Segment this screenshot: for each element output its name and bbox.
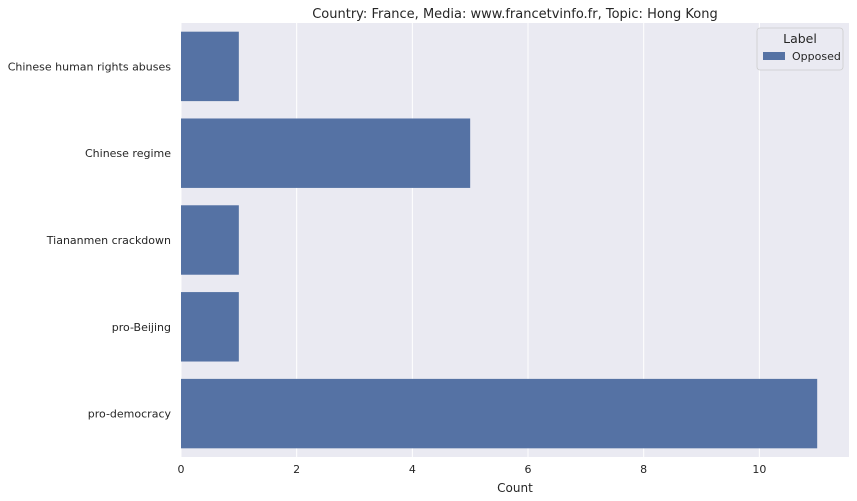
legend-title: Label: [783, 31, 817, 46]
bar: [181, 292, 239, 362]
y-tick-label: Tiananmen crackdown: [46, 234, 171, 247]
legend: Label Opposed: [756, 27, 844, 71]
y-tick-labels: Chinese human rights abuses Chinese regim…: [8, 60, 172, 420]
bar: [181, 31, 239, 102]
chart-title: Country: France, Media: www.francetvinfo…: [312, 7, 718, 22]
y-tick-label: Chinese regime: [85, 147, 171, 160]
y-tick-label: pro-Beijing: [112, 321, 171, 334]
y-tick-label: pro-democracy: [88, 408, 172, 421]
x-tick-label: 8: [640, 463, 647, 476]
x-tick-label: 10: [752, 463, 766, 476]
x-tick-labels: 0 2 4 6 8 10: [178, 463, 767, 476]
x-axis-label: Count: [497, 481, 533, 495]
bar: [181, 205, 239, 275]
x-tick-label: 2: [293, 463, 300, 476]
bar: [181, 118, 471, 188]
legend-entry-opposed: Opposed: [792, 50, 841, 63]
bars: [181, 31, 818, 449]
y-tick-label: Chinese human rights abuses: [8, 60, 172, 73]
legend-swatch: [763, 52, 785, 60]
x-tick-label: 6: [525, 463, 532, 476]
x-tick-label: 0: [178, 463, 185, 476]
x-tick-label: 4: [409, 463, 416, 476]
bar: [181, 378, 818, 449]
